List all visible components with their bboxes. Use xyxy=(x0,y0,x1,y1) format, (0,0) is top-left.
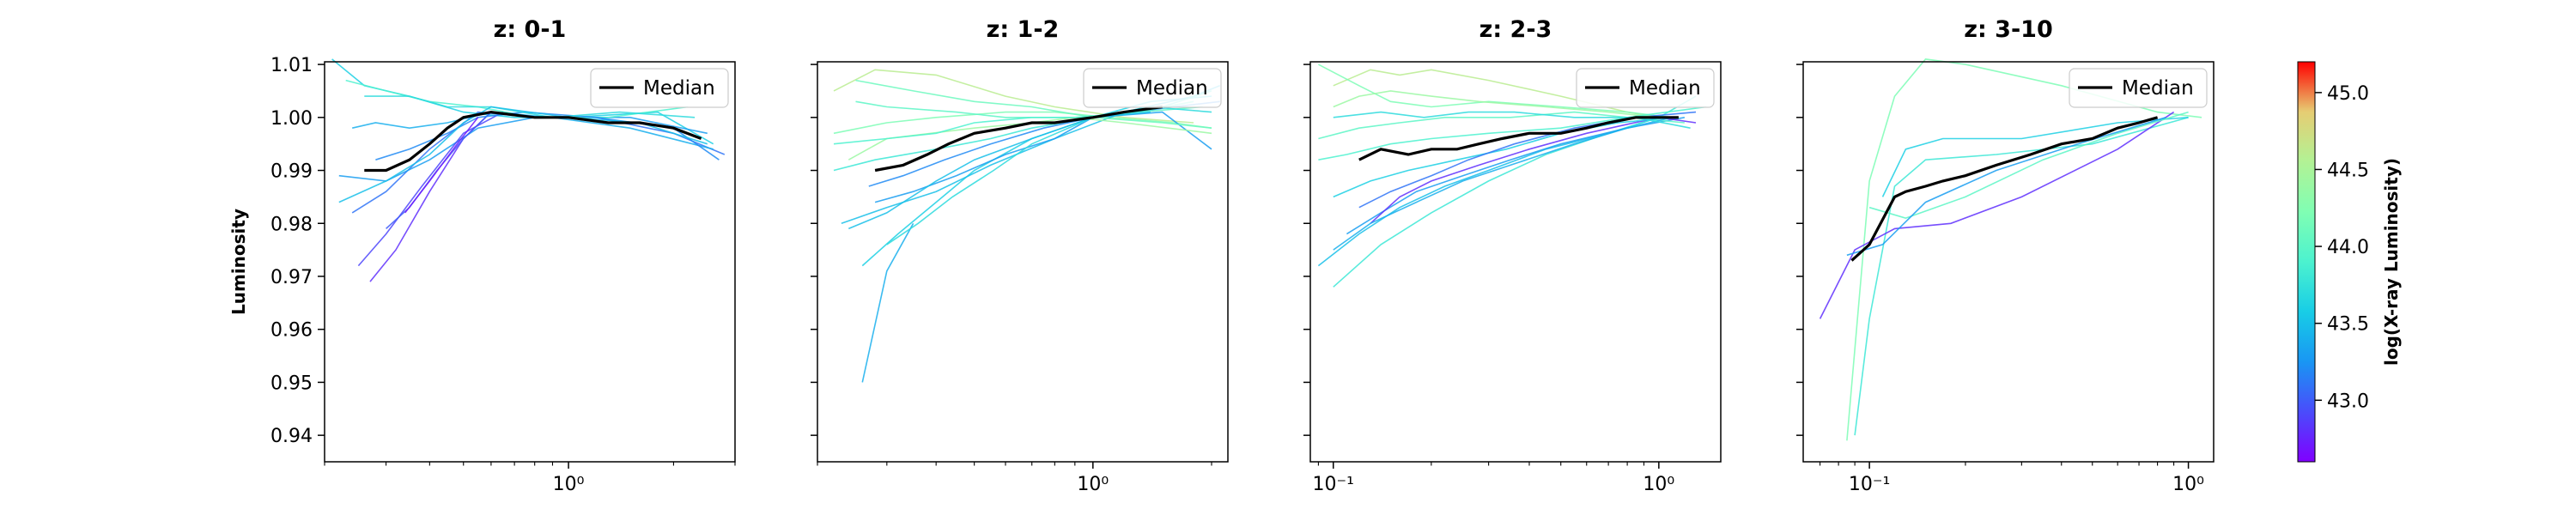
series-line xyxy=(1881,117,2189,197)
x-tick-label: 10⁻¹ xyxy=(1849,474,1890,495)
colorbar-tick-label: 43.5 xyxy=(2327,314,2369,336)
colorbar: 43.0 43.5 44.0 44.5 45.0 log(X-ray Luminosit… xyxy=(2297,61,2402,463)
colorbar-tick-label: 43.0 xyxy=(2327,391,2369,412)
series-line xyxy=(861,222,914,383)
panel-title: z: 1-2 xyxy=(987,16,1060,43)
series-line xyxy=(833,69,1194,124)
y-tick-label: 0.97 xyxy=(270,267,313,288)
legend: Median xyxy=(2069,68,2208,108)
legend-median-label: Median xyxy=(1629,77,1701,100)
plot-frame xyxy=(324,61,736,463)
legend: Median xyxy=(590,68,729,108)
colorbar-gradient xyxy=(2297,61,2316,463)
colorbar-label: log(X-ray Luminosity) xyxy=(2381,158,2402,366)
panel-1: 0.94 0.95 0.96 0.97 0.98 0.99 1.00 1.01 10⁰ z: 0-… xyxy=(270,16,736,515)
series-line xyxy=(1333,90,1659,118)
plot-area xyxy=(817,62,1228,462)
plot-area xyxy=(325,62,735,462)
series-line xyxy=(855,79,1212,129)
median-line xyxy=(874,105,1163,173)
series-line xyxy=(404,117,479,214)
legend-box xyxy=(1576,68,1715,108)
colorbar-tick-label: 44.0 xyxy=(2327,237,2369,258)
plot-frame xyxy=(817,61,1229,463)
legend-box xyxy=(590,68,729,108)
series-line xyxy=(874,111,1212,203)
y-tick-label: 0.94 xyxy=(270,426,313,447)
median-line xyxy=(364,110,702,173)
colorbar-tick-label: 44.5 xyxy=(2327,160,2369,181)
series-line xyxy=(1868,111,2189,219)
y-tick-label: 1.01 xyxy=(270,55,313,76)
x-tick-label: 10⁻¹ xyxy=(1313,474,1354,495)
series-line xyxy=(868,100,1220,187)
series-line xyxy=(833,111,1212,135)
series-line xyxy=(1318,64,1673,118)
series-line xyxy=(1854,117,2189,436)
y-tick-label: 0.95 xyxy=(270,373,313,394)
panel-title: z: 0-1 xyxy=(494,16,567,43)
legend-median-label: Median xyxy=(2122,77,2194,100)
x-tick-label: 10⁰ xyxy=(553,474,585,495)
colorbar-tick-label: 45.0 xyxy=(2327,83,2369,105)
series-line xyxy=(1317,117,1660,267)
series-line xyxy=(1318,111,1685,140)
median-line xyxy=(1850,116,2159,262)
x-tick-label: 10⁰ xyxy=(1077,474,1109,495)
median-line xyxy=(1358,116,1679,161)
x-tick-label: 10⁰ xyxy=(1643,474,1674,495)
y-tick-label: 0.98 xyxy=(270,214,313,235)
series-line xyxy=(1318,106,1707,161)
legend: Median xyxy=(1083,68,1222,108)
legend-box xyxy=(2069,68,2208,108)
legend-median-label: Median xyxy=(643,77,715,100)
x-tick-label: 10⁰ xyxy=(2172,474,2204,495)
legend: Median xyxy=(1576,68,1715,108)
panel-title: z: 3-10 xyxy=(1964,16,2052,43)
series-line xyxy=(1333,69,1659,118)
series-line xyxy=(1819,111,2175,319)
legend-box xyxy=(1083,68,1222,108)
y-tick-label: 0.99 xyxy=(270,161,313,183)
panel-title: z: 2-3 xyxy=(1479,16,1552,43)
series-line xyxy=(1333,117,1673,198)
plot-area xyxy=(1310,62,1721,462)
plot-frame xyxy=(1802,61,2215,463)
y-tick-label: 1.00 xyxy=(270,108,313,130)
plot-frame xyxy=(1309,61,1722,463)
series-line xyxy=(1333,111,1691,129)
series-line xyxy=(1333,117,1673,251)
y-tick-label: 0.96 xyxy=(270,320,313,342)
y-axis-label: Luminosity xyxy=(228,209,249,315)
legend-median-label: Median xyxy=(1136,77,1208,100)
plot-area xyxy=(1803,62,2214,462)
